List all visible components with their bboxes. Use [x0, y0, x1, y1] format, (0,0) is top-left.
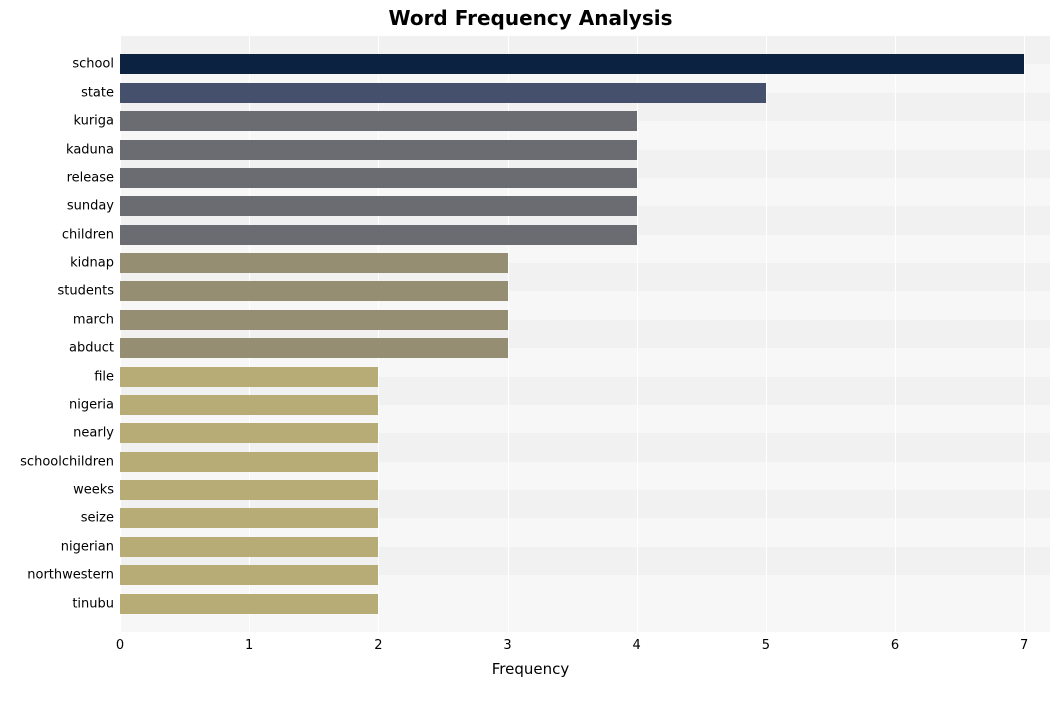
x-tick-label: 6	[891, 632, 899, 653]
bar	[120, 196, 637, 216]
y-tick-label: children	[62, 227, 120, 242]
y-tick-label: state	[81, 85, 120, 100]
y-tick-label: school	[72, 57, 120, 72]
figure: Word Frequency Analysis 01234567schoolst…	[0, 0, 1061, 701]
bar	[120, 281, 508, 301]
y-tick-label: tinubu	[72, 596, 120, 611]
x-tick-label: 0	[116, 632, 124, 653]
y-tick-label: sunday	[67, 199, 120, 214]
y-tick-label: schoolchildren	[20, 454, 120, 469]
y-tick-label: abduct	[69, 341, 120, 356]
x-tick-label: 2	[374, 632, 382, 653]
bar	[120, 111, 637, 131]
x-tick-label: 4	[633, 632, 641, 653]
y-tick-label: northwestern	[27, 568, 120, 583]
bar	[120, 253, 508, 273]
bar	[120, 140, 637, 160]
bar	[120, 423, 378, 443]
x-tick-label: 5	[762, 632, 770, 653]
y-tick-label: kidnap	[70, 256, 120, 271]
bar	[120, 225, 637, 245]
grid-band	[120, 36, 1050, 50]
y-tick-label: file	[94, 369, 120, 384]
x-tick-label: 3	[503, 632, 511, 653]
bar	[120, 83, 766, 103]
bar	[120, 452, 378, 472]
y-tick-label: nearly	[73, 426, 120, 441]
bar	[120, 565, 378, 585]
bar	[120, 508, 378, 528]
x-tick-label: 1	[245, 632, 253, 653]
bar	[120, 480, 378, 500]
grid-line	[1024, 36, 1025, 632]
grid-line	[766, 36, 767, 632]
y-tick-label: students	[58, 284, 120, 299]
y-tick-label: release	[67, 170, 120, 185]
bar	[120, 168, 637, 188]
bar	[120, 594, 378, 614]
bar	[120, 537, 378, 557]
x-axis-label: Frequency	[0, 660, 1061, 678]
grid-line	[637, 36, 638, 632]
x-tick-label: 7	[1020, 632, 1028, 653]
bar	[120, 338, 508, 358]
bar	[120, 54, 1024, 74]
y-tick-label: nigerian	[61, 539, 120, 554]
bar	[120, 395, 378, 415]
bar	[120, 367, 378, 387]
bar	[120, 310, 508, 330]
y-tick-label: kaduna	[66, 142, 120, 157]
chart-title: Word Frequency Analysis	[0, 6, 1061, 30]
y-tick-label: march	[73, 312, 120, 327]
y-tick-label: nigeria	[69, 397, 120, 412]
y-tick-label: weeks	[73, 483, 120, 498]
plot-area: 01234567schoolstatekurigakadunareleasesu…	[120, 36, 1050, 632]
y-tick-label: kuriga	[73, 114, 120, 129]
y-tick-label: seize	[81, 511, 120, 526]
grid-line	[895, 36, 896, 632]
